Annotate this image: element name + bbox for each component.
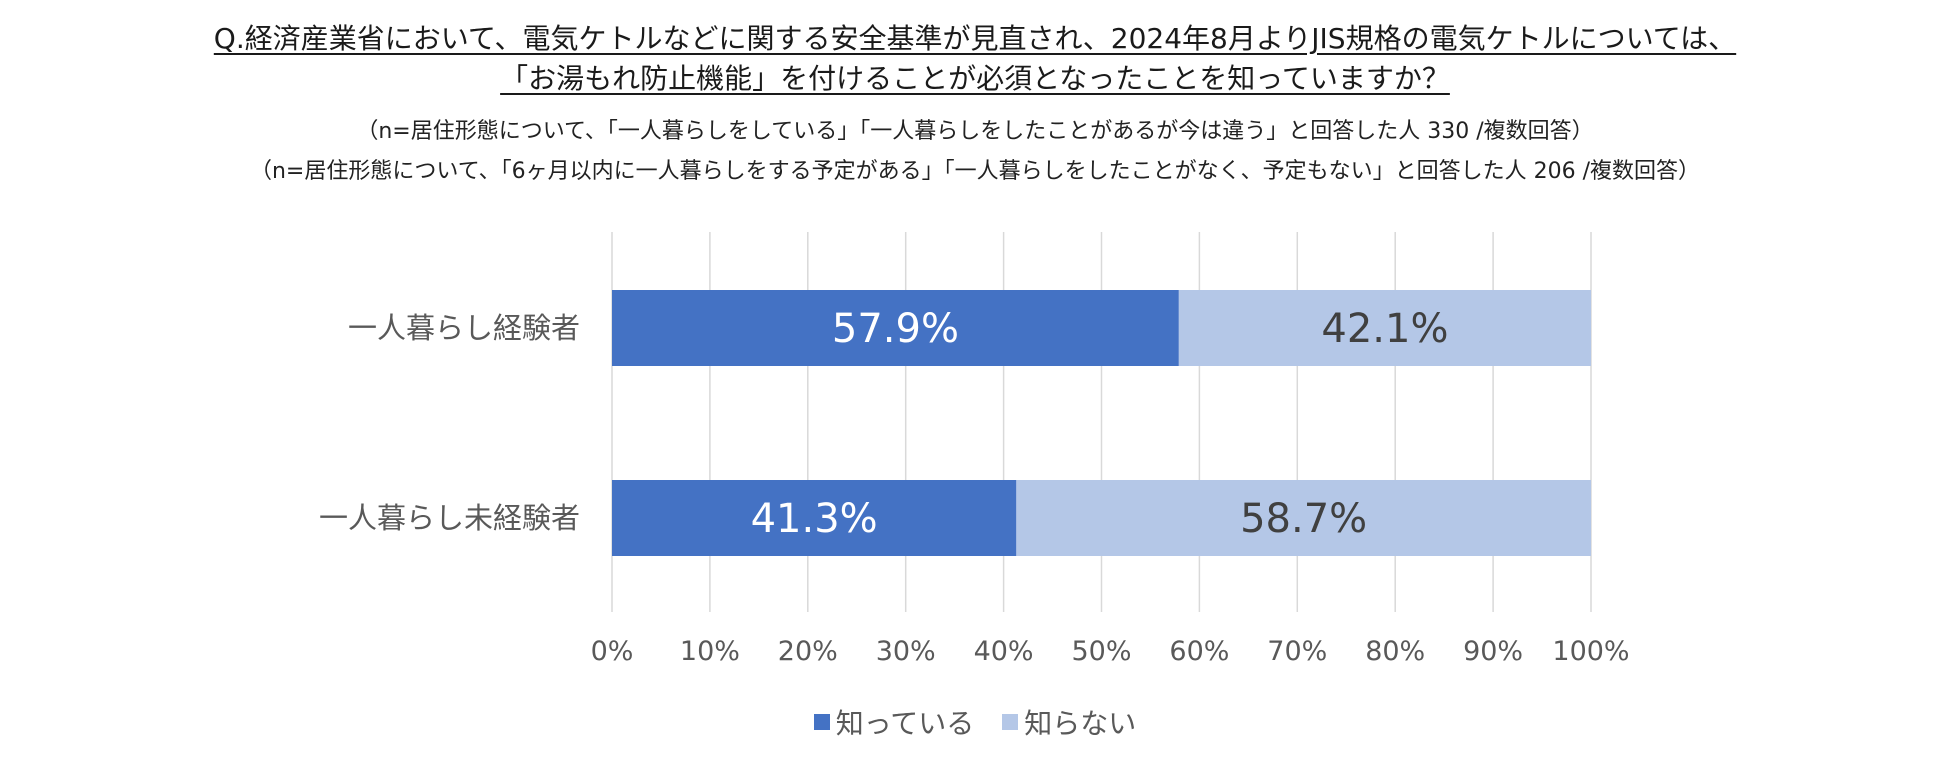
- data-label-known-1: 57.9%: [832, 306, 959, 352]
- data-label-unknown-2: 58.7%: [1240, 496, 1367, 542]
- x-tick-label: 30%: [876, 636, 936, 667]
- legend-swatch-unknown: [1002, 714, 1019, 730]
- sample-note-inexperienced: （n=居住形態について、「6ヶ月以内に一人暮らしをする予定がある」「一人暮らしを…: [249, 159, 1700, 184]
- x-tick-label: 70%: [1267, 636, 1327, 667]
- data-label-unknown-1: 42.1%: [1321, 306, 1448, 352]
- x-tick-label: 0%: [591, 636, 634, 667]
- legend-item-unknown: 知らない: [1002, 702, 1136, 742]
- data-label-known-2: 41.3%: [751, 496, 878, 542]
- bar-unknown-1: [1178, 290, 1591, 366]
- legend-label-known: 知っている: [835, 707, 975, 740]
- bar-unknown-2: [1016, 480, 1591, 556]
- chart-title-line-1: Q.経済産業省において、電気ケトルなどに関する安全基準が見直され、2024年8月…: [213, 22, 1737, 55]
- category-label-1: 一人暮らし経験者: [348, 311, 580, 345]
- x-tick-label: 80%: [1365, 636, 1425, 667]
- x-tick-label: 60%: [1169, 636, 1229, 667]
- x-tick-label: 20%: [778, 636, 838, 667]
- x-tick-label: 40%: [974, 636, 1034, 667]
- x-tick-label: 50%: [1071, 636, 1131, 667]
- bar-chart: 0% 10% 20% 30% 40% 50% 60% 70% 80% 90% 100% 一人暮らし経験…: [319, 232, 1630, 667]
- legend-item-known: 知っている: [813, 702, 975, 742]
- legend: 知っている 知らない: [0, 702, 1950, 742]
- sample-note-experienced: （n=居住形態について、「一人暮らしをしている」「一人暮らしをしたことがあるが今…: [356, 119, 1594, 144]
- legend-label-unknown: 知らない: [1024, 707, 1137, 740]
- x-tick-label: 10%: [680, 636, 740, 667]
- x-tick-label: 100%: [1552, 636, 1629, 667]
- bar-known-2: [612, 480, 1017, 556]
- chart-title-line-2: 「お湯もれ防止機能」を付けることが必須となったことを知っていますか？: [500, 62, 1450, 95]
- category-label-2: 一人暮らし未経験者: [319, 501, 580, 535]
- x-tick-label: 90%: [1463, 636, 1523, 667]
- legend-swatch-known: [813, 714, 830, 730]
- bar-known-1: [612, 290, 1179, 366]
